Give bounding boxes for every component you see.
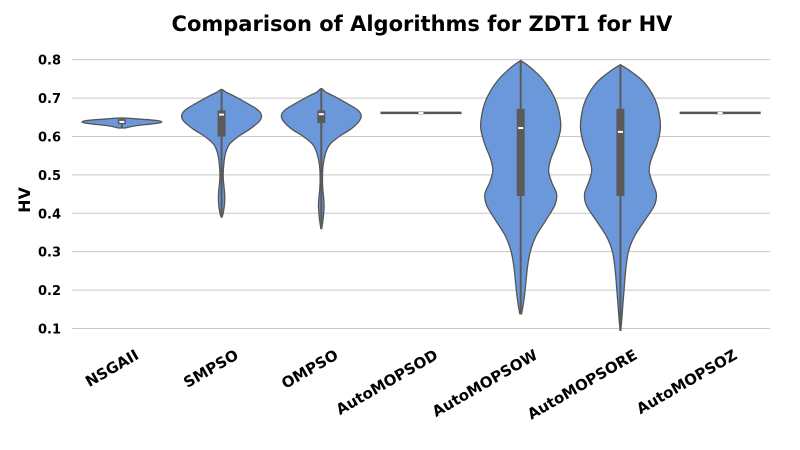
violin-median (617, 130, 623, 133)
y-tick-label: 0.3 (38, 246, 61, 261)
y-tick-label: 0.5 (38, 169, 61, 184)
chart-title: Comparison of Algorithms for ZDT1 for HV (172, 12, 674, 36)
x-tick-label: OMPSO (278, 346, 341, 393)
violin-median (219, 113, 225, 116)
x-tick-label: NSGAII (82, 346, 142, 391)
violin-SMPSO (180, 88, 263, 218)
x-tick-label: AutoMOPSOZ (633, 346, 740, 418)
violin-AutoMOPSOW (480, 59, 562, 315)
x-tick-labels: NSGAII SMPSO OMPSOAutoMOPSODAutoMOPSOWAuto… (82, 346, 740, 424)
x-tick-label: SMPSO (180, 346, 241, 392)
violin-median (418, 112, 424, 115)
y-tick-label: 0.8 (38, 54, 61, 69)
y-tick-label: 0.1 (38, 322, 61, 337)
violin-AutoMOPSOZ (679, 111, 761, 115)
violin-AutoMOPSORE (579, 63, 662, 332)
x-tick-label: AutoMOPSORE (524, 346, 640, 423)
x-tick-label: AutoMOPSOD (333, 346, 441, 419)
y-axis-label: HV (15, 187, 34, 213)
y-tick-labels: 0.1 0.2 0.3 0.4 0.5 0.6 0.7 0.8 (38, 54, 61, 338)
violin-iqr-box (317, 110, 326, 124)
y-tick-label: 0.2 (38, 284, 61, 299)
violin-iqr-box (217, 110, 226, 137)
violin-iqr-box (616, 108, 625, 196)
violin-NSGAII (81, 117, 163, 129)
violin-median (119, 120, 125, 123)
violin-median (318, 113, 324, 116)
violin-AutoMOPSOD (380, 111, 462, 115)
violin-iqr-box (516, 108, 525, 196)
violins (81, 59, 761, 332)
grid-lines (72, 59, 770, 329)
y-tick-label: 0.6 (38, 130, 61, 145)
violin-OMPSO (280, 87, 362, 230)
y-tick-label: 0.7 (38, 92, 61, 107)
violin-median (717, 112, 723, 115)
violin-median (518, 127, 524, 130)
y-tick-label: 0.4 (38, 207, 61, 222)
